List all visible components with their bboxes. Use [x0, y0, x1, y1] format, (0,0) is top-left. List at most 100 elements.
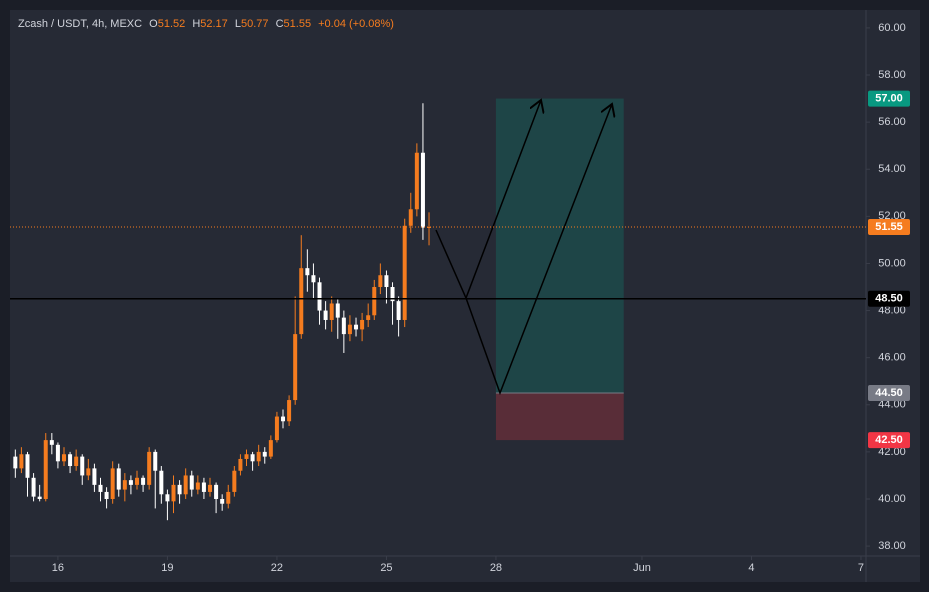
- ohlc-letter: H: [192, 18, 200, 30]
- candle-body: [250, 454, 255, 462]
- candle-body: [220, 498, 225, 504]
- price-tag-label: 42.50: [875, 434, 903, 446]
- candle-body: [61, 454, 66, 462]
- candle-body: [195, 482, 200, 490]
- candle-body: [293, 334, 298, 401]
- candle-body: [274, 416, 279, 441]
- candle-body: [226, 491, 231, 504]
- x-tick-label: 28: [490, 562, 502, 574]
- candle-body: [49, 440, 54, 445]
- ohlc-value: 52.17: [200, 18, 228, 30]
- candle-body: [116, 468, 121, 490]
- price-tag-label: 48.50: [875, 293, 903, 305]
- candle-body: [256, 451, 261, 462]
- y-tick-label: 56.00: [878, 116, 906, 128]
- candle-body: [341, 317, 346, 335]
- candle-body: [177, 484, 182, 495]
- symbol: Zcash / USDT, 4h, MEXC: [18, 18, 142, 30]
- y-tick-label: 40.00: [878, 493, 906, 505]
- candle-body: [159, 470, 164, 495]
- y-tick-label: 42.00: [878, 446, 906, 458]
- candle-body: [128, 480, 133, 485]
- ohlc-value: 51.55: [284, 18, 312, 30]
- candles: [13, 103, 432, 521]
- candle-body: [402, 225, 407, 320]
- x-tick-label: 4: [748, 562, 754, 574]
- candle-body: [92, 468, 97, 485]
- candle-body: [311, 275, 316, 283]
- candle-body: [135, 477, 140, 485]
- ohlc-letter: L: [235, 18, 241, 30]
- x-tick-label: 22: [271, 562, 283, 574]
- candle-body: [214, 484, 219, 499]
- candle-body: [299, 268, 304, 335]
- candle-body: [122, 480, 127, 490]
- candle-body: [244, 454, 249, 459]
- candle-body: [43, 440, 48, 499]
- candle-body: [86, 468, 91, 476]
- candle-body: [98, 484, 103, 492]
- arrow-path: [465, 104, 612, 396]
- price-tag: [868, 90, 910, 107]
- candle-body: [74, 456, 79, 467]
- candle-body: [37, 496, 42, 499]
- candle-body: [147, 451, 152, 485]
- candle-body: [165, 494, 170, 502]
- ohlc-value: 50.77: [241, 18, 269, 30]
- arrows: [435, 100, 612, 396]
- candle-body: [104, 491, 109, 499]
- y-tick-label: 54.00: [878, 163, 906, 175]
- x-tick-label: 16: [52, 562, 64, 574]
- candle-body: [31, 477, 36, 497]
- x-tick-label: 25: [380, 562, 392, 574]
- y-tick-label: 38.00: [878, 540, 906, 552]
- candle-body: [238, 458, 243, 471]
- candle-body: [201, 482, 206, 492]
- loss-zone: [495, 393, 624, 441]
- position-tool: [495, 98, 624, 441]
- x-tick-label: 19: [161, 562, 173, 574]
- candle-body: [189, 475, 194, 490]
- candle-body: [183, 475, 188, 495]
- y-tick-label: 58.00: [878, 69, 906, 81]
- price-tag-label: 44.50: [875, 387, 903, 399]
- candle-body: [396, 301, 401, 320]
- candle-body: [153, 451, 158, 471]
- candle-body: [354, 324, 359, 330]
- candle-body: [317, 282, 322, 311]
- candle-body: [323, 310, 328, 320]
- y-tick-label: 60.00: [878, 22, 906, 34]
- x-tick-label: Jun: [633, 562, 651, 574]
- axes: 38.0040.0042.0044.0046.0048.0050.0052.00…: [10, 22, 910, 574]
- candle-body: [25, 454, 30, 478]
- candle-body: [287, 400, 292, 422]
- price-tag: [868, 432, 910, 449]
- price-tag: [868, 218, 910, 235]
- candle-body: [347, 324, 352, 335]
- candle-body: [414, 152, 419, 210]
- y-tick-label: 48.00: [878, 304, 906, 316]
- candle-body: [408, 209, 413, 226]
- profit-zone: [495, 98, 624, 394]
- candle-body: [232, 470, 237, 492]
- candle-body: [55, 444, 60, 462]
- candle-body: [390, 287, 395, 302]
- y-tick-label: 44.00: [878, 399, 906, 411]
- candle-body: [281, 416, 286, 422]
- candle-body: [19, 454, 24, 469]
- price-tag: [868, 385, 910, 402]
- candle-body: [141, 477, 146, 485]
- price-tag: [868, 290, 910, 307]
- y-tick-label: 50.00: [878, 257, 906, 269]
- candle-body: [110, 468, 115, 499]
- candle-body: [366, 315, 371, 320]
- candle-body: [335, 303, 340, 318]
- candle-body: [305, 268, 310, 276]
- ohlc-letter: C: [276, 18, 284, 30]
- candle-body: [208, 484, 213, 492]
- candle-body: [171, 484, 176, 502]
- change: +0.04 (+0.08%): [318, 18, 394, 30]
- candle-body: [427, 226, 432, 228]
